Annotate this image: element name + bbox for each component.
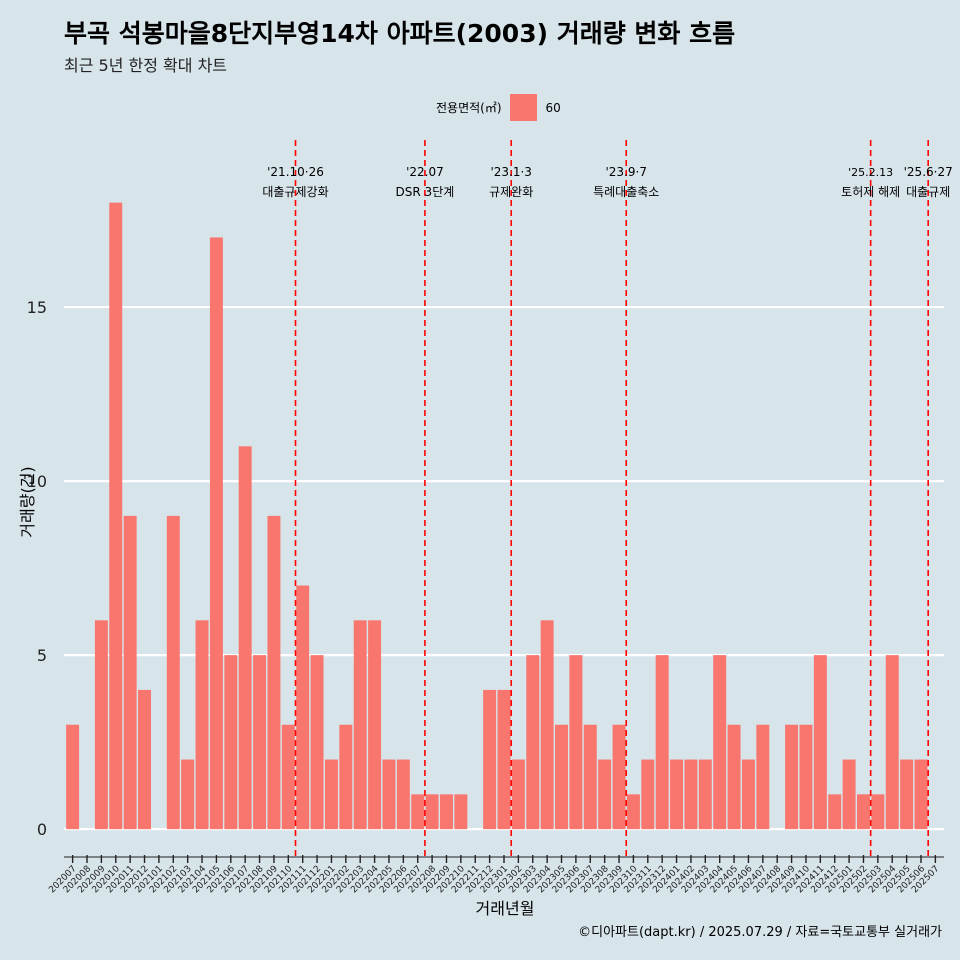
event-annotations: '21.10·26 대출규제강화 '22.07 DSR 3단계 '23.1·3 규제완화 '…	[262, 165, 952, 199]
bar-202106	[224, 655, 238, 830]
event-date-label: '23.9·7	[605, 165, 646, 179]
bar-202308	[598, 759, 612, 830]
bar-202503	[871, 794, 885, 830]
bar-202404	[713, 655, 727, 830]
legend-key-swatch	[509, 94, 537, 121]
bar-202302	[511, 759, 525, 830]
bar-202405	[727, 724, 741, 830]
bar-202303	[526, 655, 540, 830]
bar-202007	[66, 724, 80, 830]
y-axis-label: 거래량(건)	[18, 466, 37, 537]
bar-202410	[799, 724, 813, 830]
bar-202307	[583, 724, 597, 830]
event-date-label: '23.1·3	[490, 165, 531, 179]
bars	[66, 202, 928, 830]
bar-202102	[166, 515, 180, 830]
bar-202108	[253, 655, 267, 830]
bar-202204	[368, 620, 382, 830]
y-tick-label: 15	[27, 298, 47, 317]
bar-202105	[209, 237, 223, 830]
bar-202505	[900, 759, 914, 830]
bar-202212	[483, 689, 497, 830]
bar-202312	[655, 655, 669, 830]
bar-202311	[641, 759, 655, 830]
bar-202304	[540, 620, 554, 830]
bar-202409	[785, 724, 799, 830]
bar-202012	[138, 689, 151, 830]
source-caption: ©디아파트(dapt.kr) / 2025.07.29 / 자료=국토교통부 실…	[578, 925, 942, 940]
bar-202112	[310, 655, 324, 830]
bar-202502	[857, 794, 870, 830]
y-axis-ticks: 0 5 10 15	[27, 298, 47, 839]
event-name-label: 규제완화	[489, 185, 533, 199]
event-date-label: '25.2.13	[848, 166, 893, 179]
event-name-label: 대출규제강화	[262, 185, 328, 199]
bar-202109	[267, 515, 281, 830]
event-date-label: '22.07	[406, 165, 444, 179]
bar-202207	[411, 794, 425, 830]
bar-202209	[440, 794, 453, 830]
event-lines	[294, 140, 929, 857]
bar-202009	[94, 620, 108, 830]
bar-202506	[914, 759, 928, 830]
x-axis-label: 거래년월	[476, 899, 535, 918]
bar-202208	[425, 794, 439, 830]
x-axis: 2020072020082020092020102020112020122021…	[47, 855, 944, 895]
bar-202107	[238, 446, 252, 830]
bar-202504	[885, 655, 899, 830]
bar-202305	[555, 724, 568, 830]
chart-subtitle: 최근 5년 한정 확대 차트	[64, 56, 228, 75]
bar-202411	[813, 655, 827, 830]
chart-title: 부곡 석봉마을8단지부영14차 아파트(2003) 거래량 변화 흐름	[64, 19, 736, 48]
y-tick-label: 5	[37, 646, 47, 665]
bar-202201	[324, 759, 338, 830]
bar-202406	[741, 759, 755, 830]
y-tick-label: 0	[37, 820, 47, 839]
event-name-label: DSR 3단계	[396, 185, 455, 199]
bar-202306	[569, 655, 583, 830]
bar-202206	[396, 759, 410, 830]
bar-202111	[296, 585, 310, 830]
bar-202011	[123, 515, 137, 830]
bar-202402	[684, 759, 698, 830]
bar-202301	[497, 689, 511, 830]
legend: 전용면적(㎡) 60	[436, 94, 561, 121]
bar-202310	[626, 794, 640, 830]
legend-label: 60	[545, 100, 561, 115]
event-name-label: 토허제 해제	[841, 185, 900, 199]
event-name-label: 특례대출축소	[593, 185, 659, 199]
event-name-label: 대출규제	[906, 185, 950, 199]
bar-202501	[842, 759, 856, 830]
bar-202309	[612, 724, 626, 830]
bar-202010	[109, 202, 123, 830]
bar-202103	[181, 759, 195, 830]
bar-202403	[698, 759, 712, 830]
bar-202203	[353, 620, 367, 830]
bar-202205	[382, 759, 396, 830]
bar-202104	[195, 620, 209, 830]
bar-202401	[670, 759, 684, 830]
bar-202202	[339, 724, 353, 830]
bar-202407	[756, 724, 770, 830]
bar-202412	[828, 794, 842, 830]
event-date-label: '21.10·26	[267, 165, 324, 179]
event-date-label: '25.6·27	[904, 165, 953, 179]
bar-202210	[454, 794, 468, 830]
bar-202110	[281, 724, 295, 830]
y-tick-label: 10	[27, 472, 47, 491]
legend-title: 전용면적(㎡)	[436, 101, 502, 115]
